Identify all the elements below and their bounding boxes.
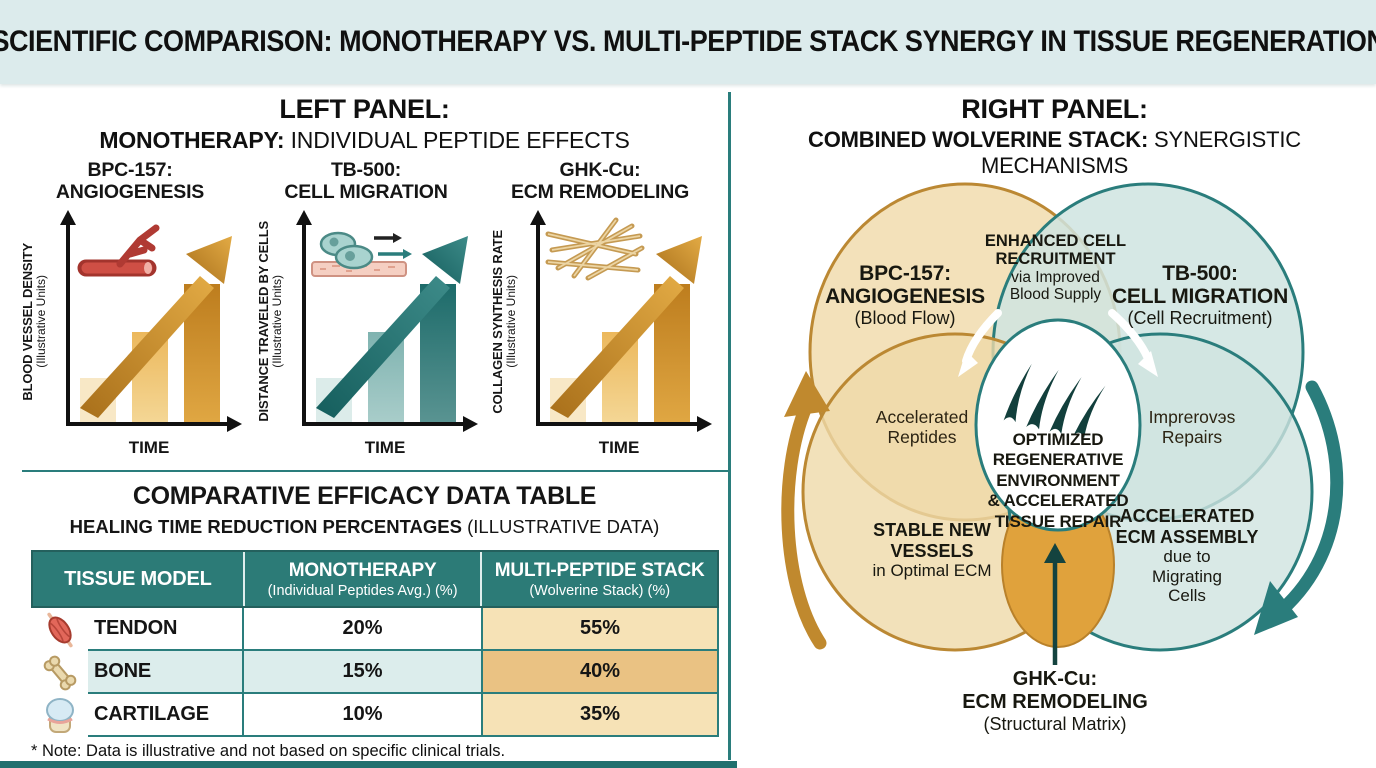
left-panel-subheading-rest: INDIVIDUAL PEPTIDE EFFECTS — [284, 127, 630, 153]
right-panel-heading: RIGHT PANEL: — [961, 94, 1148, 124]
efficacy-table: TISSUE MODEL MONOTHERAPY (Individual Pep… — [31, 550, 719, 737]
venn-label-tb500: TB-500: CELL MIGRATION (Cell Recruitment… — [1111, 262, 1289, 329]
collagen-fibers-icon — [545, 217, 645, 281]
column-header-multi-peptide-stack: MULTI-PEPTIDE STACK (Wolverine Stack) (%… — [480, 552, 717, 606]
venn-label-bottom-left: STABLE NEW VESSELS in Optimal ECM — [872, 520, 992, 581]
venn-label-left-overlap: Accelerated Reptides — [875, 407, 969, 448]
x-axis-arrowhead — [697, 415, 712, 432]
table-note: * Note: Data is illustrative and not bas… — [31, 742, 506, 760]
chart-tb500-cell-migration: TB-500: CELL MIGRATION DISTANCE TRAVELED… — [250, 159, 482, 458]
trend-arrow-head — [186, 235, 232, 284]
table-header-row: TISSUE MODEL MONOTHERAPY (Individual Pep… — [31, 550, 719, 608]
page-title: SCIENTIFIC COMPARISON: MONOTHERAPY VS. M… — [0, 25, 1376, 58]
panel-divider — [728, 92, 731, 760]
column-header-monotherapy: MONOTHERAPY (Individual Peptides Avg.) (… — [242, 552, 481, 606]
venn-label-center: OPTIMIZED REGENERATIVE ENVIRONMENT & ACC… — [987, 430, 1129, 531]
cycle-arrow-right-head — [1254, 581, 1298, 635]
tissue-name: CARTILAGE — [88, 694, 242, 737]
section-divider — [22, 470, 728, 472]
y-axis-arrowhead — [296, 209, 312, 225]
bar-chart-ecm-remodeling — [530, 209, 712, 432]
chart-ghkcu-ecm-remodeling: GHK-Cu: ECM REMODELING COLLAGEN SYNTHESI… — [484, 159, 716, 458]
x-axis-arrowhead — [227, 415, 242, 432]
chart-bpc157-angiogenesis: BPC-157: ANGIOGENESIS BLOOD VESSEL DENSI… — [14, 159, 246, 458]
bar-chart-angiogenesis — [60, 209, 242, 432]
migrating-cells-icon — [311, 231, 412, 277]
cycle-arrow-left-head — [784, 371, 830, 417]
synergy-arrow-right-head — [1138, 351, 1158, 377]
trend-arrow-shaft — [80, 275, 214, 418]
venn-label-top-overlap: ENHANCED CELL RECRUITMENT via Improved B… — [984, 232, 1127, 304]
stack-value: 35% — [481, 694, 719, 737]
table-row-tendon: TENDON 20% 55% — [31, 608, 719, 651]
synergy-arrow-left-head — [958, 351, 978, 377]
venn-label-right-overlap: Imprerovэs Repairs — [1148, 407, 1236, 448]
bottom-accent-bar — [0, 761, 737, 768]
cycle-arrow-right — [1269, 380, 1344, 622]
title-band: SCIENTIFIC COMPARISON: MONOTHERAPY VS. M… — [0, 0, 1376, 84]
trend-arrow-head — [422, 235, 468, 284]
y-axis-label: DISTANCE TRAVELED BY CELLS (Illustrative… — [255, 221, 284, 422]
venn-label-ghkcu: GHK-Cu: ECM REMODELING (Structural Matri… — [962, 668, 1148, 734]
table-section-subtitle: HEALING TIME REDUCTION PERCENTAGES (ILLU… — [69, 516, 660, 537]
y-axis-arrowhead — [530, 209, 546, 225]
table-section-title: COMPARATIVE EFFICACY DATA TABLE — [132, 482, 597, 510]
x-axis-label: TIME — [598, 437, 640, 457]
monotherapy-value: 20% — [242, 608, 481, 651]
table-row-bone: BONE 15% 40% — [31, 651, 719, 694]
monotherapy-value: 10% — [242, 694, 481, 737]
left-panel-subheading-bold: MONOTHERAPY: — [99, 127, 285, 153]
column-header-tissue-model: TISSUE MODEL — [64, 567, 212, 590]
venn-label-bpc157: BPC-157: ANGIOGENESIS (Blood Flow) — [825, 262, 985, 329]
right-panel-subheading-rest: SYNERGISTIC MECHANISMS — [980, 127, 1301, 178]
monotherapy-value: 15% — [242, 651, 481, 694]
y-axis-label: COLLAGEN SYNTHESIS RATE (Illustrative Un… — [489, 229, 518, 414]
cartilage-icon — [31, 694, 88, 737]
table-row-cartilage: CARTILAGE 10% 35% — [31, 694, 719, 737]
right-panel-subheading: COMBINED WOLVERINE STACK: SYNERGISTIC ME… — [733, 127, 1376, 179]
bone-icon — [31, 651, 88, 694]
right-panel-subheading-bold: COMBINED WOLVERINE STACK: — [808, 127, 1149, 152]
stack-value: 40% — [481, 651, 719, 694]
tissue-name: BONE — [88, 651, 242, 694]
left-panel-subheading: MONOTHERAPY: INDIVIDUAL PEPTIDE EFFECTS — [0, 127, 729, 154]
chart-title: GHK-Cu: ECM REMODELING — [510, 159, 690, 203]
wolverine-claw-marks-icon — [1003, 363, 1106, 438]
venn-diagram — [781, 182, 1344, 665]
venn-label-bottom-right: ACCELERATED ECM ASSEMBLY due to Migratin… — [1115, 506, 1259, 606]
y-axis-arrowhead — [60, 209, 76, 225]
left-panel-heading: LEFT PANEL: — [279, 94, 450, 124]
chart-title: TB-500: CELL MIGRATION — [284, 159, 448, 203]
trend-arrow-head — [656, 235, 702, 284]
stack-value: 55% — [481, 608, 719, 651]
ghkcu-pointer-arrowhead — [1044, 543, 1066, 563]
bar-chart-cell-migration — [296, 209, 478, 432]
trend-arrow-shaft — [550, 275, 684, 418]
x-axis-label: TIME — [128, 437, 170, 457]
x-axis-label: TIME — [364, 437, 406, 457]
x-axis-arrowhead — [463, 415, 478, 432]
y-axis-label: BLOOD VESSEL DENSITY (Illustrative Units… — [19, 242, 48, 401]
chart-title: BPC-157: ANGIOGENESIS — [55, 159, 205, 203]
trend-arrow-shaft — [316, 275, 450, 418]
blood-vessel-icon — [77, 224, 160, 277]
cycle-arrow-left — [781, 400, 827, 650]
tissue-name: TENDON — [88, 608, 242, 651]
tendon-icon — [31, 608, 88, 651]
